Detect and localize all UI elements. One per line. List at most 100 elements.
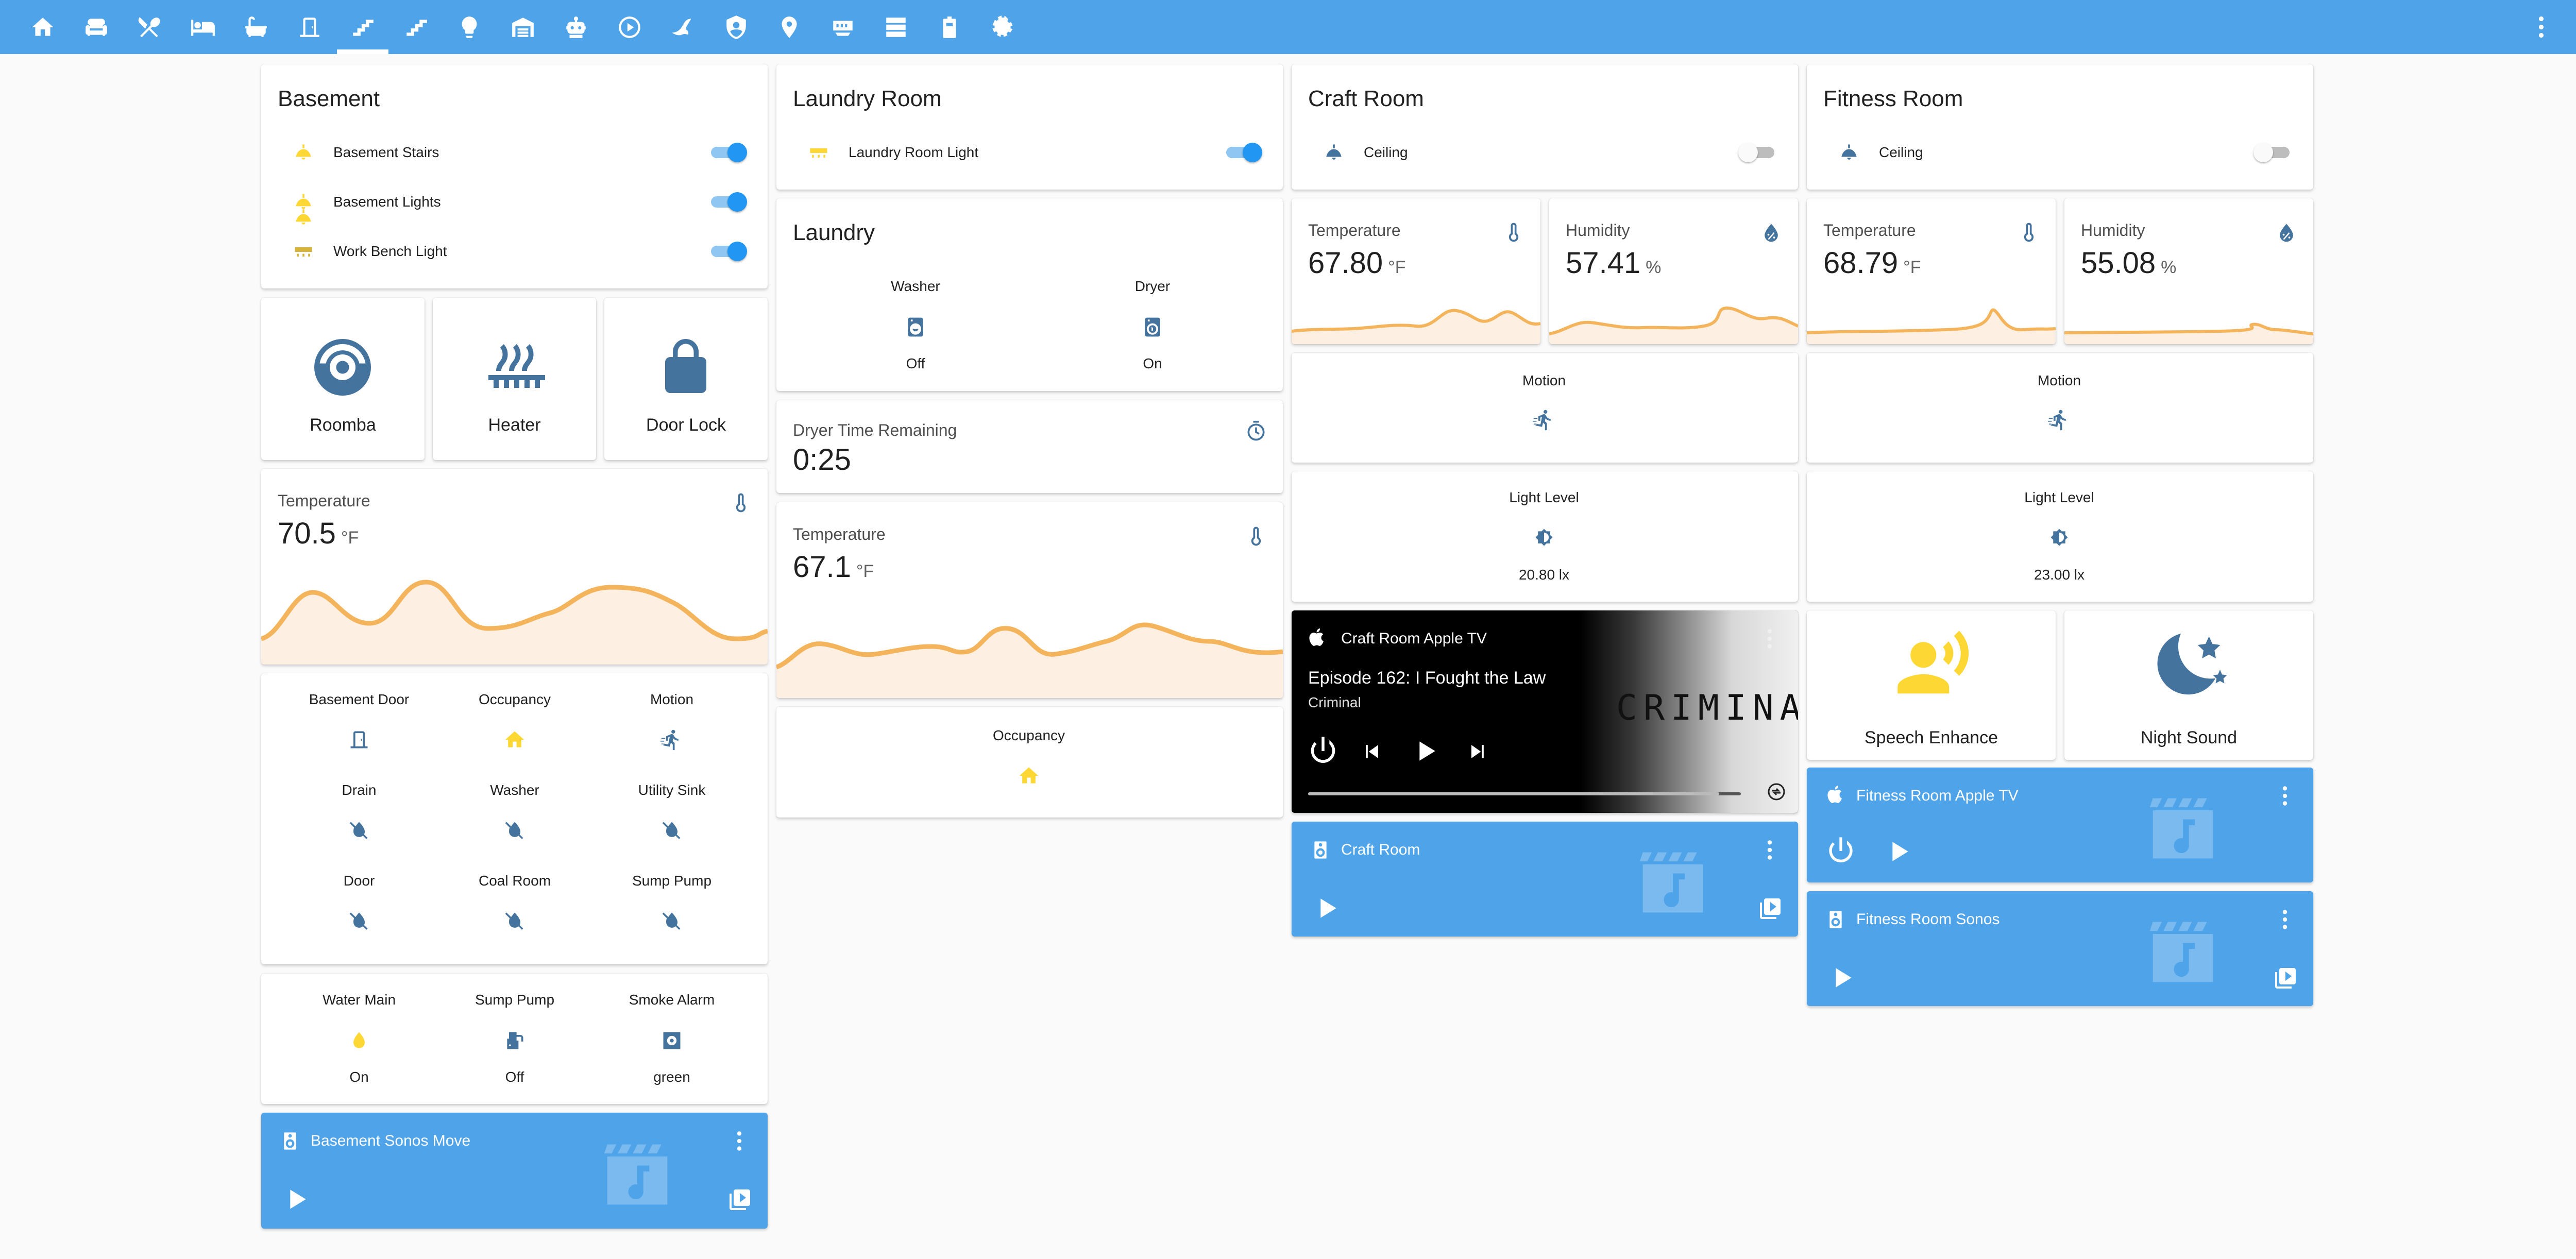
pump-icon[interactable] [503, 1029, 526, 1052]
run-icon[interactable] [660, 728, 683, 751]
nav-garage-icon[interactable] [510, 14, 536, 40]
water-icon[interactable] [348, 1029, 370, 1052]
laundry-room-light-toggle[interactable] [1223, 142, 1262, 162]
card-title: Craft Room [1308, 86, 1424, 111]
craft-room-temperature-card[interactable]: Temperature 67.80 °F [1292, 198, 1540, 344]
nav-server-icon[interactable] [883, 14, 909, 40]
tumble-dryer-icon[interactable] [1141, 316, 1164, 338]
more-options-icon[interactable] [2272, 783, 2298, 809]
more-options-icon[interactable] [2272, 907, 2298, 932]
nav-battery-icon[interactable] [937, 14, 962, 40]
ceiling-light-icon[interactable] [1323, 142, 1345, 164]
nav-home-icon[interactable] [30, 14, 56, 40]
ceiling-light-icon[interactable] [292, 191, 315, 214]
overflow-menu-icon[interactable] [2527, 13, 2555, 41]
nav-play-circle-icon[interactable] [617, 14, 642, 40]
nav-stairs-up-icon[interactable] [403, 14, 429, 40]
door-lock-button[interactable]: Door Lock [604, 298, 768, 460]
nav-bed-icon[interactable] [190, 14, 216, 40]
card-title: Laundry [793, 220, 875, 245]
next-track-icon[interactable] [1466, 740, 1488, 763]
nav-router-icon[interactable] [830, 14, 856, 40]
nav-silverware-icon[interactable] [137, 14, 162, 40]
home-icon[interactable] [503, 728, 526, 751]
active-tab-indicator [337, 49, 388, 54]
craft-room-humidity-card[interactable]: Humidity 57.41% [1549, 198, 1798, 344]
speech-enhance-button[interactable]: Speech Enhance [1807, 610, 2056, 760]
nav-bulb-icon[interactable] [456, 14, 482, 40]
nav-map-marker-icon[interactable] [776, 14, 802, 40]
more-options-icon[interactable] [1757, 626, 1783, 652]
temperature-history-graph [261, 580, 768, 665]
browse-media-icon[interactable] [2273, 966, 2298, 991]
basement-stairs-toggle[interactable] [708, 142, 747, 162]
water-off-icon[interactable] [503, 819, 526, 842]
glance-name: Coal Room [478, 873, 551, 889]
water-off-icon[interactable] [503, 910, 526, 932]
washing-machine-icon[interactable] [904, 316, 927, 338]
fitness-room-temperature-card[interactable]: Temperature 68.79 °F [1807, 198, 2056, 344]
power-icon[interactable] [1824, 835, 1857, 867]
nav-gear-icon[interactable] [990, 14, 1015, 40]
power-icon[interactable] [1306, 734, 1340, 768]
smoke-detector-icon[interactable] [660, 1029, 683, 1052]
brightness-icon[interactable] [1533, 527, 1555, 550]
glance-name: Occupancy [478, 691, 551, 707]
laundry-temperature-card[interactable]: Temperature 67.1 °F [776, 502, 1283, 698]
fitness-room-ceiling-toggle[interactable] [2253, 142, 2293, 162]
fitness-room-motion-glance-card: Motion [1807, 353, 2313, 463]
more-options-icon[interactable] [726, 1128, 752, 1154]
nav-robot-icon[interactable] [563, 14, 589, 40]
previous-track-icon[interactable] [1361, 740, 1384, 763]
media-progress-bar[interactable] [1308, 792, 1741, 795]
play-icon[interactable] [282, 1185, 311, 1214]
basement-temperature-card[interactable]: Temperature 70.5 °F [261, 469, 768, 665]
light-strip-icon[interactable] [292, 241, 315, 263]
play-icon[interactable] [1411, 737, 1440, 765]
night-sound-button[interactable]: Night Sound [2064, 610, 2313, 760]
water-off-icon[interactable] [348, 819, 370, 842]
glance-state: Off [906, 355, 925, 371]
entity-name: Basement Lights [333, 194, 441, 210]
nav-door-icon[interactable] [297, 14, 323, 40]
dryer-time-remaining-card[interactable]: Dryer Time Remaining 0:25 [776, 400, 1283, 493]
glance-name: Basement Door [309, 691, 410, 707]
more-options-icon[interactable] [1757, 837, 1783, 863]
nav-flash-icon[interactable] [670, 14, 696, 40]
heater-button[interactable]: Heater [433, 298, 596, 460]
browse-media-icon[interactable] [1758, 896, 1783, 921]
play-icon[interactable] [1827, 963, 1856, 992]
home-icon[interactable] [1018, 764, 1040, 787]
craft-room-ceiling-toggle[interactable] [1738, 142, 1777, 162]
sensor-value: 57.41% [1566, 246, 1662, 280]
run-icon[interactable] [2048, 409, 2071, 431]
laundry-occupancy-glance-card: Occupancy [776, 707, 1283, 818]
light-strip-icon[interactable] [807, 142, 830, 164]
speaker-icon [280, 1131, 300, 1151]
play-icon[interactable] [1312, 894, 1341, 923]
fitness-room-humidity-card[interactable]: Humidity 55.08% [2064, 198, 2313, 344]
brightness-icon[interactable] [2048, 527, 2071, 550]
ceiling-light-icon[interactable] [1838, 142, 1860, 164]
glance-name: Drain [342, 782, 377, 798]
nav-shield-icon[interactable] [723, 14, 749, 40]
browse-media-icon[interactable] [727, 1187, 752, 1212]
water-off-icon[interactable] [660, 819, 683, 842]
craft-room-light-level-glance-card: Light Level 20.80 lx [1292, 471, 1798, 602]
play-icon[interactable] [1884, 837, 1913, 866]
nav-stairs-icon[interactable] [350, 14, 376, 40]
work-bench-light-toggle[interactable] [708, 241, 747, 261]
door-icon[interactable] [348, 728, 370, 751]
run-icon[interactable] [1533, 409, 1555, 431]
speaker-icon [1825, 909, 1846, 930]
ceiling-light-icon[interactable] [292, 142, 315, 164]
nav-bathtub-icon[interactable] [243, 14, 269, 40]
basement-lights-toggle[interactable] [708, 191, 747, 212]
water-off-icon[interactable] [660, 910, 683, 932]
roomba-button[interactable]: Roomba [261, 298, 425, 460]
thermometer-icon [1245, 525, 1267, 548]
nav-sofa-icon[interactable] [83, 14, 109, 40]
sync-icon[interactable] [1765, 780, 1788, 803]
water-off-icon[interactable] [348, 910, 370, 932]
button-name: Night Sound [2140, 728, 2238, 747]
